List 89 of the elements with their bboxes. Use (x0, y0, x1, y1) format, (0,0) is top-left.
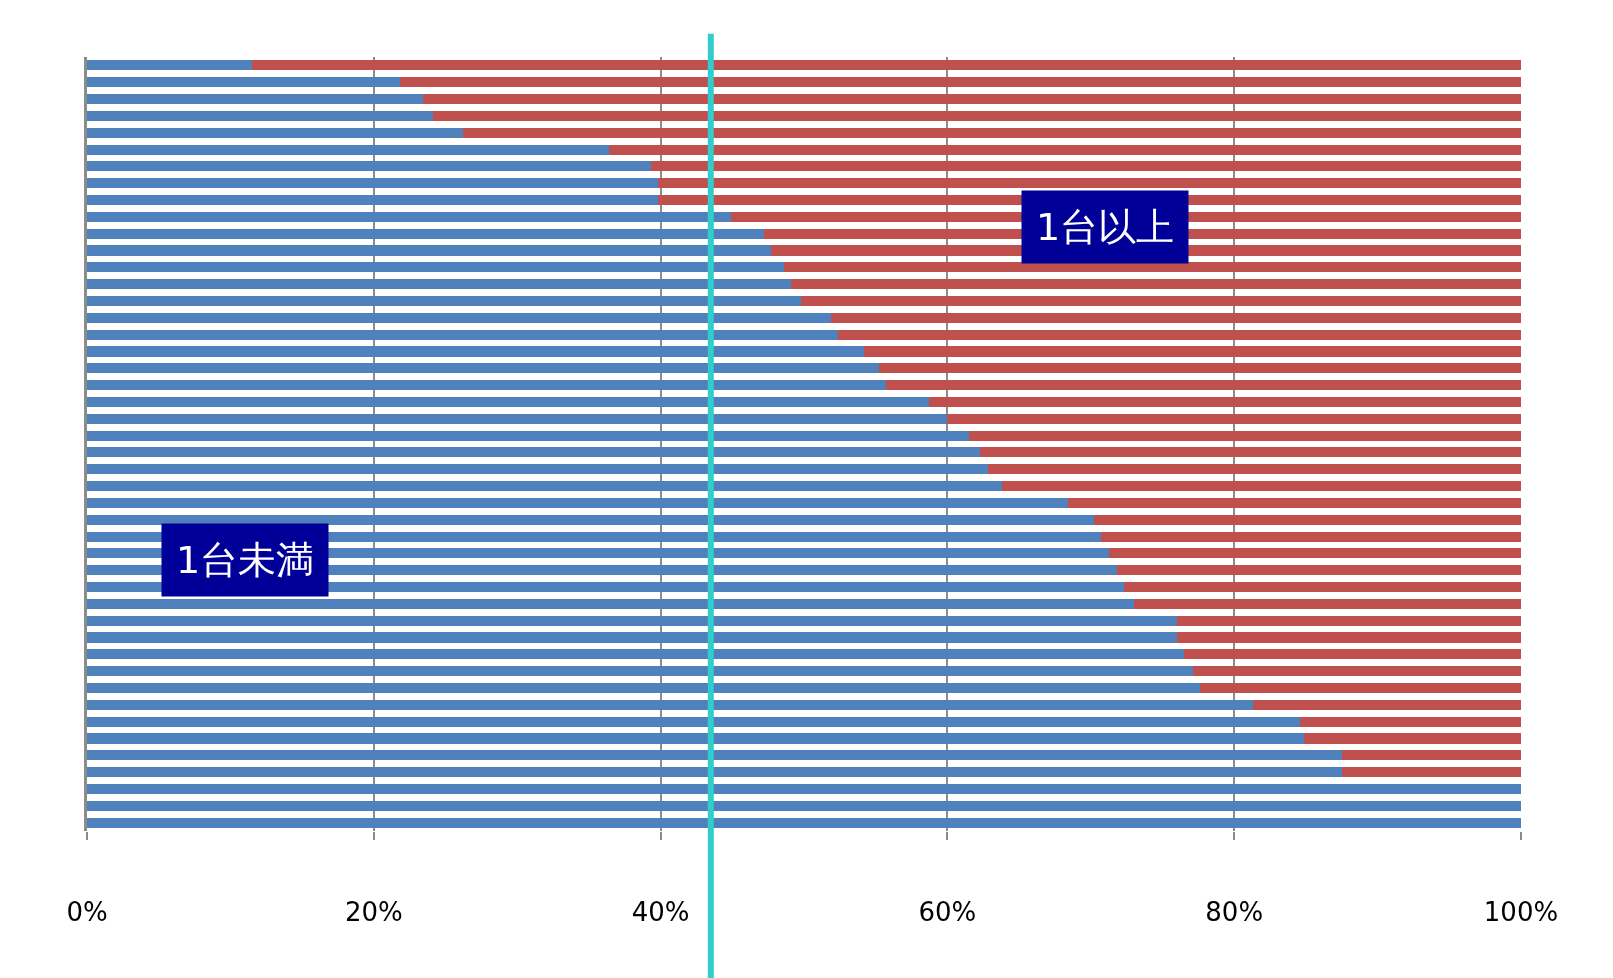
bar (968, 430, 1521, 441)
bar (1093, 514, 1521, 525)
bar (1116, 565, 1521, 576)
bar (987, 464, 1521, 475)
bar (87, 127, 463, 138)
bar (87, 396, 929, 407)
bar (947, 413, 1521, 424)
bar (1199, 682, 1521, 694)
bar (432, 110, 1521, 121)
bar (87, 60, 252, 71)
bar (87, 682, 1200, 694)
bar (87, 94, 423, 105)
x-tick-label: 100% (1483, 897, 1559, 928)
bar (399, 77, 1521, 88)
x-tick-label: 20% (344, 897, 403, 928)
bar (87, 430, 969, 441)
bar (422, 94, 1521, 105)
bar (864, 346, 1521, 357)
bar (838, 329, 1521, 340)
bar (831, 312, 1521, 323)
bar (87, 464, 988, 475)
bar (87, 295, 802, 307)
bar (791, 279, 1521, 290)
bar (1109, 548, 1521, 559)
bar (87, 800, 1521, 811)
bar (87, 733, 1305, 744)
bar (980, 447, 1521, 458)
bar (608, 144, 1521, 155)
bar (87, 649, 1185, 660)
bar (87, 632, 1177, 643)
bar (87, 346, 865, 357)
bar (87, 497, 1068, 508)
bar (1192, 666, 1521, 677)
bar (1176, 632, 1521, 643)
bar (1100, 531, 1521, 542)
bar (87, 514, 1094, 525)
bar (87, 312, 832, 323)
bar (87, 598, 1134, 609)
bar (801, 295, 1521, 307)
bar (462, 127, 1521, 138)
bar (87, 161, 651, 172)
bar (87, 262, 784, 273)
bar (87, 211, 731, 222)
bar (878, 363, 1521, 374)
x-tick-label: 0% (66, 897, 108, 928)
bar (87, 716, 1301, 727)
bar (87, 615, 1177, 626)
series-label: 1台以上 (1036, 205, 1175, 249)
bar (928, 396, 1521, 407)
bar (1304, 733, 1521, 744)
bar (1341, 767, 1521, 778)
bar (87, 178, 658, 189)
bar (87, 77, 400, 88)
bar (87, 817, 1521, 828)
bar (657, 178, 1521, 189)
bar (87, 380, 886, 391)
bar (87, 666, 1193, 677)
bar (783, 262, 1521, 273)
bar (87, 699, 1253, 710)
bar (87, 279, 792, 290)
bar (650, 161, 1521, 172)
x-tick-label: 80% (1205, 897, 1264, 928)
bar (87, 783, 1521, 794)
bar (1341, 750, 1521, 761)
bar (251, 60, 1521, 71)
bar (1252, 699, 1521, 710)
bar (87, 245, 772, 256)
bar (1133, 598, 1521, 609)
bar (87, 447, 981, 458)
bar (87, 144, 609, 155)
bar (87, 329, 839, 340)
series-label: 1台未満 (176, 538, 315, 582)
bar (885, 380, 1521, 391)
bar (87, 194, 658, 206)
bar (87, 750, 1342, 761)
bar (1300, 716, 1521, 727)
bar (87, 228, 764, 239)
bar (1001, 481, 1521, 492)
bar (1067, 497, 1521, 508)
x-tick-label: 40% (631, 897, 690, 928)
bar (87, 413, 948, 424)
x-tick-label: 60% (918, 897, 977, 928)
bar (1184, 649, 1521, 660)
bar (1123, 581, 1521, 593)
bar (87, 363, 879, 374)
bar (87, 481, 1002, 492)
bar (1176, 615, 1521, 626)
bar (87, 110, 433, 121)
bar (87, 767, 1342, 778)
